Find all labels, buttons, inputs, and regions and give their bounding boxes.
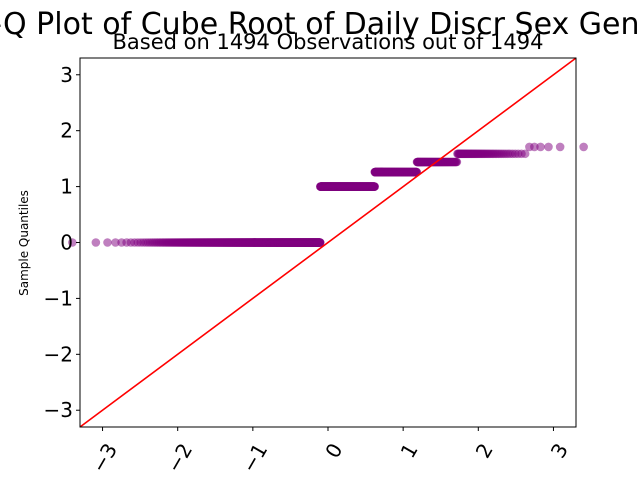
- data-point: [111, 238, 120, 247]
- data-point: [103, 238, 112, 247]
- y-tick-label: 0: [60, 231, 73, 255]
- y-axis: −3 −2 −1 0 1 2 3: [44, 63, 80, 422]
- x-tick-label: 1: [395, 439, 422, 462]
- data-point: [579, 142, 588, 152]
- x-tick-label: 3: [546, 439, 573, 462]
- x-tick-label: −3: [87, 439, 123, 477]
- data-point: [452, 157, 462, 167]
- y-tick-label: −3: [44, 398, 73, 422]
- x-tick-label: −2: [162, 439, 198, 477]
- y-tick-label: 2: [60, 119, 73, 143]
- data-point: [315, 238, 325, 247]
- y-tick-label: −1: [44, 286, 73, 310]
- x-tick-label: −1: [237, 439, 273, 477]
- reference-line: [79, 57, 577, 428]
- data-point: [68, 238, 77, 247]
- data-point: [536, 142, 545, 152]
- x-tick-label: 0: [320, 439, 347, 462]
- data-point: [555, 142, 565, 152]
- chart-title: Q-Q Plot of Cube Root of Daily Discr Sex…: [0, 7, 640, 42]
- data-point: [530, 142, 539, 152]
- y-tick-label: 3: [60, 63, 73, 87]
- data-points: [68, 142, 588, 247]
- x-axis: −3 −2 −1 0 1 2 3: [87, 427, 573, 477]
- y-axis-label: Sample Quantiles: [17, 190, 31, 296]
- chart-subtitle: Based on 1494 Observations out of 1494: [112, 30, 543, 54]
- y-tick-label: −2: [44, 342, 73, 366]
- reference-line-group: [79, 57, 577, 428]
- y-tick-label: 1: [60, 175, 73, 199]
- x-tick-label: 2: [471, 439, 498, 462]
- data-point: [91, 238, 101, 247]
- data-point: [520, 149, 530, 159]
- data-point: [370, 182, 379, 191]
- data-point: [544, 142, 553, 152]
